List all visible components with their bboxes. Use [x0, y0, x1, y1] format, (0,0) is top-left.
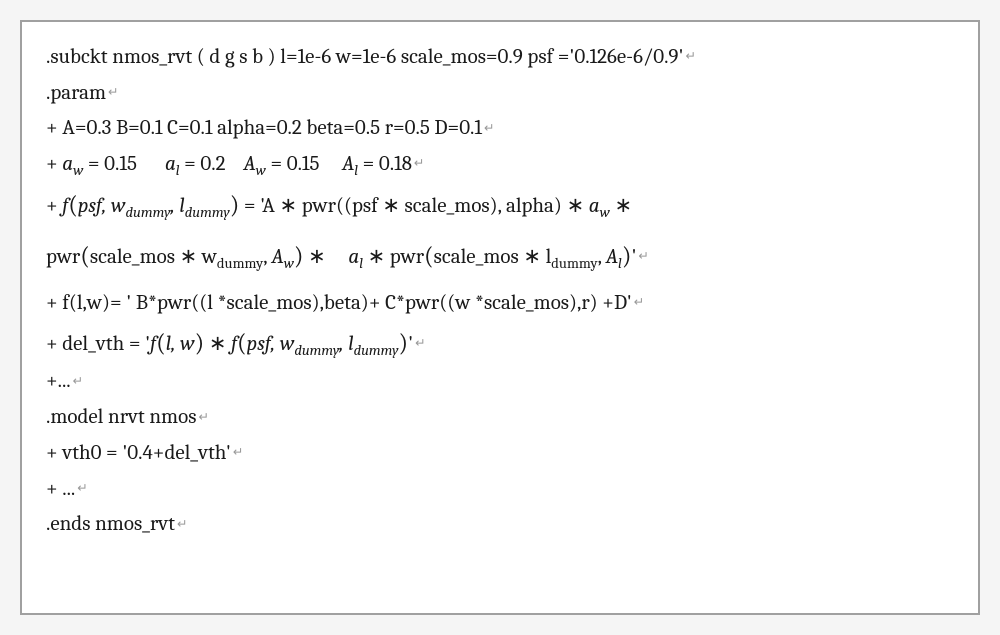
l4-Aw-val: = 0.15 [266, 152, 324, 176]
l6-pwr1: pwr [46, 245, 80, 269]
l8-args1: l, w [166, 332, 195, 356]
return-icon: ↵ [638, 250, 649, 264]
l6-Aw-var: A [272, 245, 284, 269]
l5-eq: = 'A ∗ pwr((psf ∗ scale_mos), alpha) ∗ [239, 194, 588, 218]
l4-prefix: + [46, 152, 62, 176]
l6-arg1-head: scale_mos ∗ w [90, 245, 217, 269]
code-document: .subckt nmos_rvt ( d g s b ) l=1e-6 w=1e… [20, 20, 980, 615]
code-line-2: .param↵ [46, 76, 954, 112]
line3-text: + A=0.3 B=0.1 C=0.1 alpha=0.2 beta=0.5 r… [46, 116, 482, 140]
l4-Al-val: = 0.18 [358, 152, 412, 176]
code-line-1: .subckt nmos_rvt ( d g s b ) l=1e-6 w=1e… [46, 40, 954, 76]
l4-al-var: a [165, 152, 176, 176]
l6-al-var: a [348, 245, 359, 269]
l5-aw-sub: w [600, 204, 610, 221]
l5-args-head: psf, w [78, 194, 126, 218]
return-icon: ↵ [484, 122, 495, 136]
l4-Aw-var: A [244, 152, 256, 176]
l6-arg2-head: scale_mos ∗ l [434, 245, 552, 269]
l6-Al-var: A [606, 245, 618, 269]
l6-comma1: , [263, 245, 271, 269]
code-line-5: + f(psf, wdummy, ldummy) = 'A ∗ pwr((psf… [46, 184, 954, 227]
l4-Aw-sub: w [256, 162, 266, 179]
l8-mid: ∗ [204, 332, 231, 356]
code-line-3: + A=0.3 B=0.1 C=0.1 alpha=0.2 beta=0.5 r… [46, 111, 954, 147]
line10-text: .model nrvt nmos [46, 405, 196, 429]
l6-arg1-sub: dummy [217, 255, 263, 272]
return-icon: ↵ [414, 157, 425, 171]
line13-text: .ends nmos_rvt [46, 512, 175, 536]
return-icon: ↵ [685, 50, 696, 64]
line11-text: + vth0 = '0.4+del_vth' [46, 441, 231, 465]
return-icon: ↵ [233, 446, 244, 460]
l6-Aw-sub: w [284, 255, 294, 272]
line7-text: + f(l,w)= ' B*pwr((l *scale_mos),beta)+ … [46, 291, 632, 315]
code-line-9: +...↵ [46, 364, 954, 400]
line12-text: + ... [46, 477, 75, 501]
return-icon: ↵ [177, 518, 188, 532]
code-line-4: + aw = 0.15al = 0.2Aw = 0.15 Al = 0.18↵ [46, 147, 954, 184]
return-icon: ↵ [73, 375, 84, 389]
code-line-8: + del_vth = 'f(l, w) ∗ f(psf, wdummy, ld… [46, 322, 954, 365]
l8-arg2-sub: dummy [354, 342, 399, 359]
line2-text: .param [46, 81, 106, 105]
l6-tail: ' [631, 245, 636, 269]
l4-Al-var: A [342, 152, 354, 176]
code-line-12: + ...↵ [46, 472, 954, 508]
return-icon: ↵ [77, 482, 88, 496]
l8-arg1-sub: dummy [294, 342, 339, 359]
code-line-10: .model nrvt nmos↵ [46, 400, 954, 436]
l8-tail: ' [408, 332, 413, 356]
l4-aw-sub: w [73, 162, 83, 179]
return-icon: ↵ [634, 296, 645, 310]
l5-aw-var: a [589, 194, 600, 218]
return-icon: ↵ [415, 337, 426, 351]
l5-tail: ∗ [610, 194, 632, 218]
l4-al-val: = 0.2 [180, 152, 226, 176]
code-line-6: pwr(scale_mos ∗ wdummy, Aw) ∗ al ∗ pwr(s… [46, 235, 954, 278]
l8-args2-head: psf, w [247, 332, 295, 356]
l8-comma: , l [339, 332, 353, 356]
return-icon: ↵ [108, 86, 119, 100]
code-line-7: + f(l,w)= ' B*pwr((l *scale_mos),beta)+ … [46, 286, 954, 322]
l6-mid2: ∗ pwr [363, 245, 424, 269]
line1-text: .subckt nmos_rvt ( d g s b ) l=1e-6 w=1e… [46, 45, 683, 69]
l6-comma2: , [598, 245, 606, 269]
l5-comma: , l [170, 194, 184, 218]
l6-mid: ∗ [304, 245, 331, 269]
l4-aw-val: = 0.15 [83, 152, 137, 176]
l5-arg2-sub: dummy [185, 204, 230, 221]
code-line-13: .ends nmos_rvt↵ [46, 507, 954, 543]
l5-prefix: + [46, 194, 62, 218]
line9-text: +... [46, 369, 71, 393]
l4-aw-var: a [62, 152, 73, 176]
code-line-11: + vth0 = '0.4+del_vth'↵ [46, 436, 954, 472]
return-icon: ↵ [198, 411, 209, 425]
l6-arg2-sub: dummy [551, 255, 597, 272]
l8-prefix: + del_vth = ' [46, 332, 150, 356]
l5-arg1-sub: dummy [126, 204, 171, 221]
